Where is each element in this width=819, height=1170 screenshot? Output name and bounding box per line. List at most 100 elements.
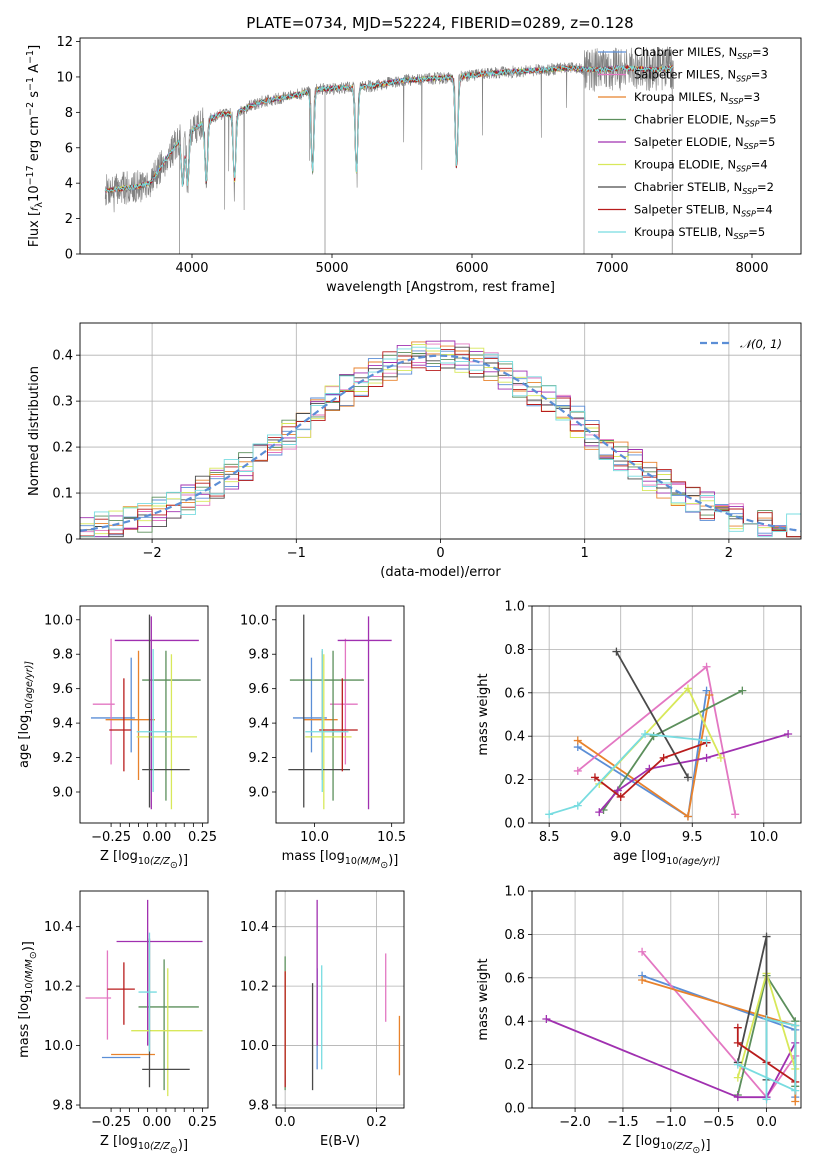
x-axis-label-part: )] (388, 853, 398, 868)
data-point-marker (702, 753, 711, 762)
y-tick-label: 9.4 (248, 717, 269, 732)
x-tick-label: −1.5 (607, 1115, 639, 1130)
x-tick-label: −2 (143, 546, 162, 561)
errorbar-chabrier-elodie (289, 650, 364, 801)
data-point-marker (613, 786, 622, 795)
spectrum-model-line-chabrier-miles (104, 64, 674, 193)
x-tick-label: 0.0 (275, 1115, 296, 1130)
x-axis-label-part: 10 (138, 1141, 150, 1152)
plot-area (545, 647, 793, 821)
errorbar-salpeter-elodie (337, 616, 392, 810)
y-axis-label-part: (age/yr)] (24, 661, 35, 703)
y-tick-label: 1.0 (504, 885, 525, 900)
x-tick-label: 0.0 (756, 1115, 777, 1130)
x-tick-label: 5000 (315, 261, 348, 276)
y-axis-label-part: −1 (25, 50, 36, 64)
data-point-marker (542, 1015, 551, 1024)
y-tick-label: 9.6 (248, 682, 269, 697)
errorbar-salpeter-miles (85, 950, 112, 1040)
series-chabrier-stelib (612, 647, 692, 782)
y-tick-label: 10.0 (44, 613, 73, 628)
y-tick-label: 9.2 (248, 751, 269, 766)
y-tick-label: 9.4 (52, 717, 73, 732)
data-point-marker (683, 773, 692, 782)
series-line (548, 733, 707, 816)
x-tick-label: 9.5 (682, 830, 703, 845)
y-tick-label: 0.2 (504, 1058, 525, 1073)
legend-entry-salpeter-stelib: Salpeter STELIB, NSSP=4 (634, 203, 773, 219)
legend-entry-suffix: =5 (758, 135, 775, 149)
x-axis-label-part: 10 (666, 856, 678, 867)
x-axis-label-part: ⊙ (380, 860, 388, 871)
series-kroupa-stelib (733, 1015, 800, 1104)
panel-residuals: −2 −1 0 1 2 0 0.1 0.2 0.3 0.4 (data-model)/error No… (27, 322, 802, 580)
y-axis-label: mass [log10(M/M⊙)] (17, 941, 39, 1058)
legend-entry-suffix: =3 (743, 90, 760, 104)
y-axis-label: mass weight (476, 673, 491, 755)
y-tick-label: 10 (56, 70, 73, 85)
x-axis-label: mass [log10(M/M⊙)] (282, 849, 399, 871)
data-point-marker (784, 730, 793, 739)
data-point-marker (716, 753, 725, 762)
y-axis-label-part: −2 (25, 102, 36, 116)
legend-entry-chabrier-miles: Chabrier MILES, NSSP=3 (634, 45, 769, 61)
series-salpeter-elodie (595, 730, 793, 817)
axes-frame (531, 605, 802, 824)
data-point-marker (702, 686, 711, 695)
legend-entry-sub: SSP (745, 120, 760, 129)
x-tick-label: 0.00 (142, 1115, 171, 1130)
data-point-marker (612, 647, 621, 656)
y-tick-label: 9.8 (52, 1099, 73, 1114)
y-tick-label: 1.0 (504, 600, 525, 615)
data-point-marker (638, 947, 647, 956)
x-tick-label: −0.5 (703, 1115, 735, 1130)
y-tick-label: 9.8 (248, 648, 269, 663)
x-axis-label-part: age [log (613, 849, 666, 864)
y-axis-label-part: s (27, 91, 42, 102)
y-axis-label-part: A (27, 64, 42, 77)
y-tick-label: 0.3 (52, 395, 73, 410)
y-tick-label: 9.8 (52, 648, 73, 663)
data-point-marker (762, 932, 771, 941)
axes-frame (79, 37, 802, 255)
data-point-marker (791, 1097, 800, 1106)
x-axis-label-part: 10 (138, 856, 150, 867)
y-tick-label: 9.8 (248, 1099, 269, 1114)
series-line (615, 651, 689, 778)
axes-frame (275, 605, 405, 824)
x-tick-label: 8.5 (539, 830, 560, 845)
legend-entry-base: Chabrier STELIB, N (634, 180, 742, 194)
x-axis-label-part: (M/M (357, 856, 380, 867)
x-tick-label: 1 (581, 546, 589, 561)
y-axis-label-part: −17 (25, 165, 36, 185)
legend-entry-sub: SSP (742, 187, 757, 196)
y-axis-label-part: 10 (27, 185, 42, 202)
y-tick-label: 9.2 (52, 751, 73, 766)
y-axis-label-part: Flux [ (27, 211, 42, 247)
x-tick-label: 0.00 (142, 830, 171, 845)
errorbar-salpeter-stelib (109, 678, 132, 772)
legend-entry-suffix: =3 (752, 45, 769, 59)
y-axis-label-part: −1 (25, 77, 36, 91)
legend-entry-base: Salpeter MILES, N (634, 68, 736, 82)
y-axis-label: Flux [fλ10−17 erg cm−2 s−1 A−1] (25, 45, 45, 247)
errorbar-salpeter-elodie (114, 616, 199, 810)
panel-mass-ebv: 0.0 0.2 9.8 10.0 10.2 10.4 E(B-V) (240, 890, 405, 1149)
errorbar-chabrier-miles (90, 657, 135, 753)
legend-entry-base: Kroupa MILES, N (634, 90, 729, 104)
y-axis-label: age [log10(age/yr)] (17, 661, 35, 768)
panel-mass-Z: −0.25 0.00 0.259.810.010.210.4Z [log10(Z/Z… (17, 890, 217, 1156)
y-axis-label-part: age [log (17, 715, 32, 768)
data-point-marker (731, 810, 740, 819)
y-axis-label-part: 10 (24, 983, 35, 995)
y-axis-label-part: mass [log (17, 995, 32, 1058)
errorbar-kroupa-miles (105, 650, 155, 780)
x-axis-label-part: mass [log (282, 849, 345, 864)
x-axis-label-part: Z [log (622, 1134, 660, 1149)
data-point-marker (638, 975, 647, 984)
y-tick-label: 10.4 (44, 920, 73, 935)
legend-entry-salpeter-elodie: Salpeter ELODIE, NSSP=5 (634, 135, 775, 151)
data-point-marker (702, 736, 711, 745)
y-tick-label: 0.2 (504, 773, 525, 788)
